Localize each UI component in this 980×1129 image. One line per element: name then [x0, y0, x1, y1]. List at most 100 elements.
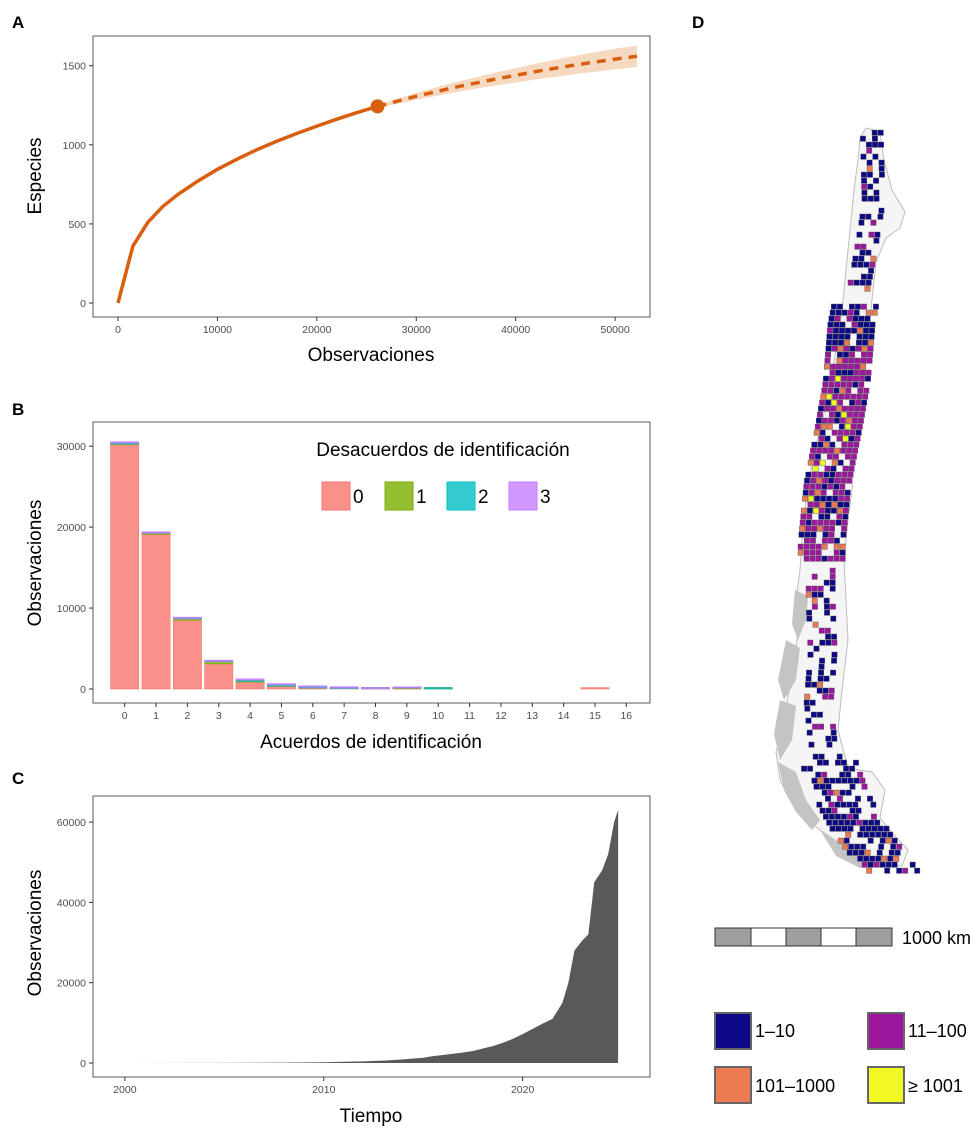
map-cell [822, 531, 829, 538]
x-tick-label-b: 0 [122, 710, 128, 722]
map-cell [825, 735, 832, 742]
map-cell [894, 849, 901, 856]
x-tick-label-a: 30000 [402, 324, 431, 336]
map-cell [862, 393, 869, 400]
map-cell [834, 477, 841, 484]
map-cell [819, 501, 826, 508]
map-cell [846, 477, 853, 484]
map-cell [811, 591, 818, 598]
bar-7-d3 [329, 686, 359, 689]
map-cell [828, 531, 835, 538]
x-tick-label-c: 2010 [312, 1084, 336, 1096]
y-tick-label-b: 20000 [57, 522, 86, 534]
map-cell [878, 159, 885, 166]
map-cell [842, 513, 849, 520]
map-cell [838, 819, 845, 826]
y-tick-label-b: 30000 [57, 441, 86, 453]
map-cell [823, 813, 829, 820]
rarefaction-line [116, 104, 379, 304]
map-cell [866, 147, 873, 154]
map-cell [873, 237, 880, 244]
map-cell [824, 357, 831, 364]
map-cell [887, 831, 894, 838]
map-cell [828, 417, 834, 424]
bar-2-d0 [172, 619, 202, 690]
map-cell [829, 573, 836, 580]
map-cell [805, 717, 812, 724]
x-tick-label-b: 10 [432, 710, 444, 722]
map-cell [840, 381, 847, 388]
map-cell [830, 465, 837, 472]
map-cell [852, 417, 858, 424]
map-cell [870, 219, 877, 226]
map-cell [834, 417, 840, 424]
x-tick-label-a: 0 [115, 324, 121, 336]
map-cell [817, 591, 824, 598]
map-cell [865, 375, 871, 382]
map-cell [838, 495, 845, 502]
rarefaction-chart: 0 10000 20000 30000 40000 50000 050010001500 … [25, 35, 651, 366]
map-cell [817, 471, 824, 478]
map-cell [847, 279, 854, 286]
map-cell [815, 771, 822, 778]
map-cell [835, 813, 841, 820]
map-cell [840, 447, 847, 454]
map-cell [853, 279, 860, 286]
legend-label-1-10: 1–10 [755, 1021, 795, 1041]
map-cell [831, 507, 837, 514]
map-cell [844, 489, 851, 496]
y-tick-label-a: 500 [68, 219, 86, 231]
map-cell [855, 807, 862, 814]
map-cell [833, 549, 840, 556]
map-cell [819, 783, 826, 790]
map-cell [867, 171, 873, 178]
bar-4-d3 [235, 678, 265, 681]
map-cell [813, 507, 819, 514]
map-cell [837, 459, 844, 466]
map-cell [871, 129, 878, 136]
map-cell [885, 837, 892, 844]
legend-swatch-2 [446, 481, 476, 511]
map-cell [856, 231, 863, 238]
map-cell [860, 405, 866, 412]
map-cell [829, 579, 836, 586]
map-cell [839, 483, 846, 490]
map-cell [855, 429, 862, 436]
map-cell [814, 489, 821, 496]
map-cell [869, 855, 876, 862]
map-cell [846, 801, 853, 808]
map-cell [825, 507, 831, 514]
map-cell [827, 453, 833, 460]
map-cell [873, 861, 880, 868]
map-cell [833, 555, 840, 562]
legend-label-2: 2 [478, 487, 489, 508]
map-cell [803, 549, 810, 556]
map-cell [849, 399, 856, 406]
x-tick-label-a: 50000 [601, 324, 630, 336]
map-cell [885, 861, 892, 868]
map-cell [836, 435, 843, 442]
map-cell [871, 825, 878, 832]
map-cell [805, 519, 812, 526]
map-cell [866, 141, 872, 148]
y-tick-label-a: 0 [80, 298, 86, 310]
map-cell [862, 333, 869, 340]
map-cell [845, 453, 851, 460]
map-cell [824, 405, 830, 412]
map-cell [848, 363, 854, 370]
legend-label-0: 0 [353, 487, 364, 508]
map-cell [847, 471, 854, 478]
map-cell [847, 825, 854, 832]
map-cell [854, 405, 860, 412]
map-cell [858, 849, 865, 856]
map-cell [872, 141, 878, 148]
map-cell [833, 543, 840, 550]
map-cell [847, 441, 854, 448]
map-cell [844, 339, 850, 346]
map-cell [843, 765, 850, 772]
x-tick-label-b: 3 [216, 710, 222, 722]
map-cell [832, 489, 839, 496]
panel-letter-d: D [692, 13, 704, 32]
x-tick-label-b: 11 [464, 710, 475, 722]
